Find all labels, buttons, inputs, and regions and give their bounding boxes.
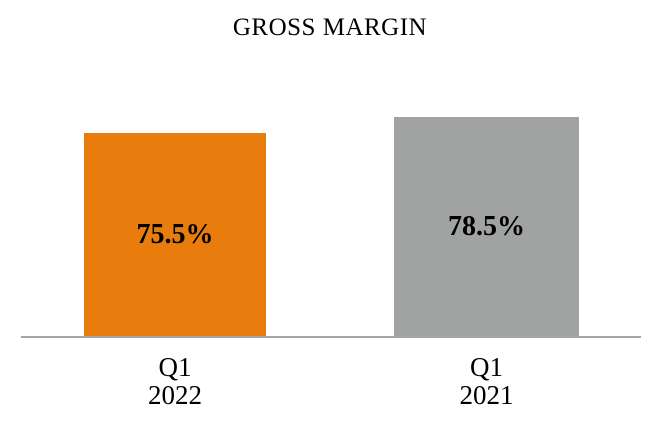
x-axis-line (21, 336, 641, 338)
bar-q1-2021: 78.5% (394, 117, 579, 337)
bar-value-label-q1-2022: 75.5% (136, 219, 214, 250)
x-axis-label-period: Q1 (158, 352, 192, 382)
x-axis-label-period: Q1 (470, 352, 503, 382)
x-axis-label-year: 2022 (148, 380, 202, 410)
chart-title: GROSS MARGIN (232, 14, 428, 41)
x-axis-label-q1-2021: Q1 2021 (394, 353, 579, 409)
bar-q1-2022: 75.5% (84, 133, 266, 337)
x-axis-label-year: 2021 (459, 380, 514, 410)
bar-value-label-q1-2021: 78.5% (448, 211, 525, 242)
x-axis-label-q1-2022: Q1 2022 (84, 353, 266, 409)
